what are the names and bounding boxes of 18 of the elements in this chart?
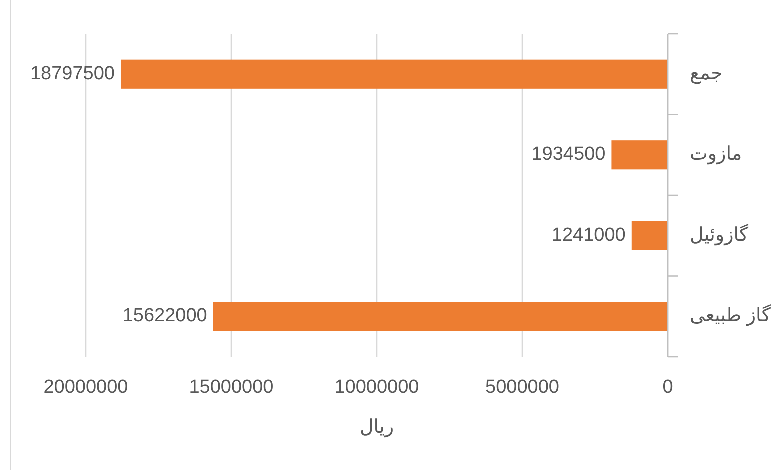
- y-tick-label: گاز طبیعی: [690, 304, 772, 327]
- data-label: 15622000: [122, 306, 208, 327]
- data-label: 1241000: [552, 224, 626, 246]
- data-label: 18797500: [30, 63, 115, 84]
- x-axis-title: ریال: [360, 417, 394, 438]
- bar: [213, 302, 668, 332]
- x-tick-label: 20000000: [44, 377, 128, 398]
- bar: [632, 221, 668, 250]
- x-tick-label: 5000000: [486, 377, 560, 398]
- y-tick-label: مازوت: [690, 144, 742, 166]
- y-tick-label: گازوئیل: [690, 222, 750, 246]
- x-tick-label: 15000000: [189, 377, 274, 398]
- y-tick-label: جمع: [690, 63, 723, 84]
- bar: [612, 140, 668, 170]
- bar: [120, 60, 668, 89]
- x-tick-label: 0: [662, 377, 674, 398]
- data-label: 1934500: [532, 144, 606, 166]
- x-tick-label: 10000000: [334, 377, 420, 398]
